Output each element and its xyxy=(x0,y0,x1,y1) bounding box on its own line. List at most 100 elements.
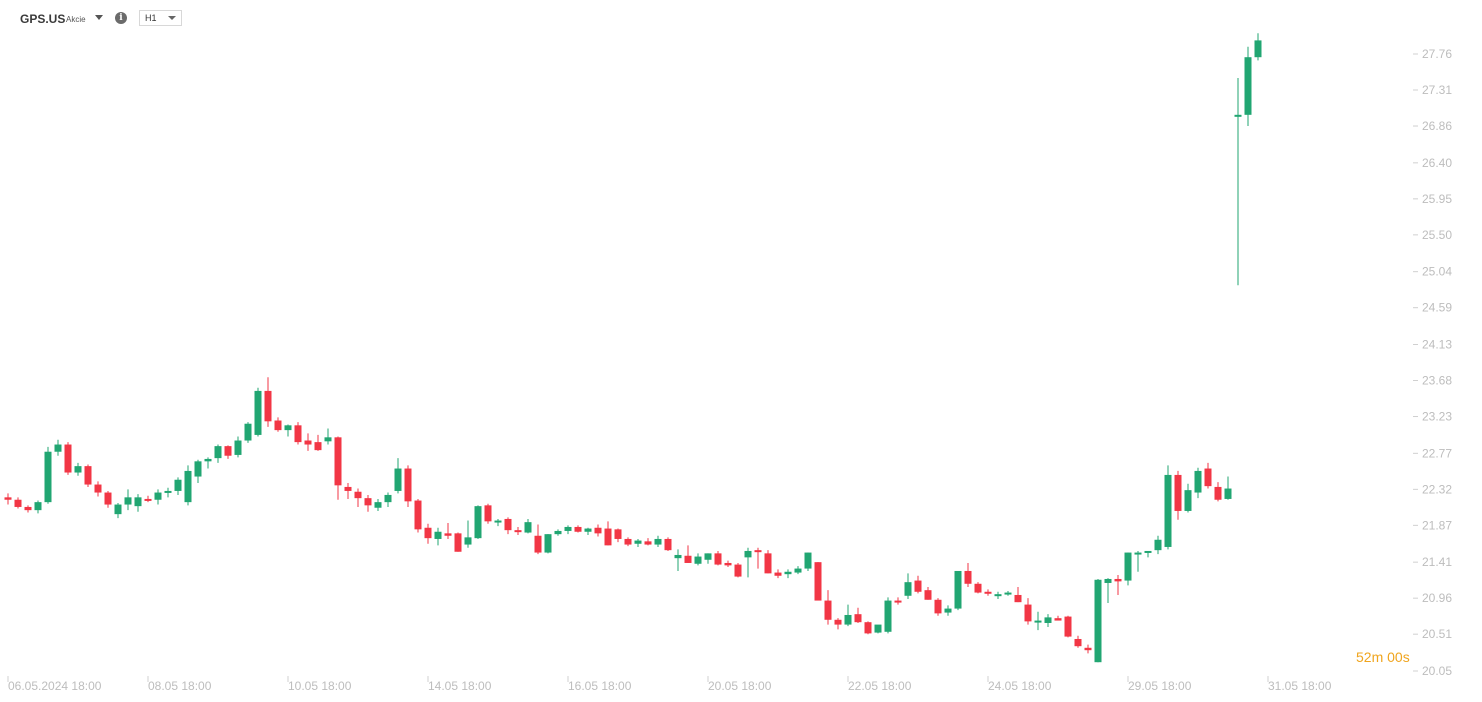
candle[interactable] xyxy=(554,529,562,536)
candle[interactable] xyxy=(1254,33,1262,61)
candle[interactable] xyxy=(654,535,662,547)
candle[interactable] xyxy=(1024,598,1032,625)
candle[interactable] xyxy=(354,488,362,507)
candle[interactable] xyxy=(684,545,692,563)
candle[interactable] xyxy=(814,562,822,601)
candle[interactable] xyxy=(84,464,92,487)
candle[interactable] xyxy=(534,524,542,555)
candle[interactable] xyxy=(944,605,952,616)
candle[interactable] xyxy=(994,591,1002,599)
candle[interactable] xyxy=(734,562,742,578)
candle[interactable] xyxy=(784,569,792,579)
candle[interactable] xyxy=(484,503,492,524)
candle[interactable] xyxy=(924,586,932,600)
candle[interactable] xyxy=(274,417,282,432)
candle[interactable] xyxy=(374,498,382,511)
candle[interactable] xyxy=(984,589,992,596)
candle[interactable] xyxy=(434,527,442,546)
candle[interactable] xyxy=(804,552,812,571)
candle[interactable] xyxy=(704,553,712,564)
candle[interactable] xyxy=(1214,482,1222,502)
candle[interactable] xyxy=(744,547,752,578)
candle[interactable] xyxy=(694,553,702,566)
candle[interactable] xyxy=(934,598,942,616)
candle[interactable] xyxy=(1034,611,1042,631)
candle[interactable] xyxy=(894,597,902,605)
candle[interactable] xyxy=(964,562,972,587)
candle[interactable] xyxy=(224,445,232,459)
candle[interactable] xyxy=(144,495,152,503)
candle[interactable] xyxy=(124,489,132,511)
candle[interactable] xyxy=(314,434,322,451)
candle[interactable] xyxy=(574,525,582,533)
candle[interactable] xyxy=(614,528,622,543)
candle[interactable] xyxy=(874,624,882,634)
candle[interactable] xyxy=(1054,615,1062,621)
candle[interactable] xyxy=(1134,550,1142,572)
candle[interactable] xyxy=(424,523,432,544)
candle[interactable] xyxy=(1114,574,1122,595)
candle[interactable] xyxy=(64,442,72,475)
candle[interactable] xyxy=(1224,476,1232,500)
candle[interactable] xyxy=(1044,614,1052,627)
candle[interactable] xyxy=(884,597,892,634)
candle[interactable] xyxy=(474,505,482,539)
candle[interactable] xyxy=(664,537,672,551)
candle[interactable] xyxy=(1064,615,1072,638)
candle[interactable] xyxy=(344,482,352,499)
candle[interactable] xyxy=(864,621,872,635)
candle[interactable] xyxy=(1094,578,1102,663)
candle[interactable] xyxy=(304,433,312,451)
candle[interactable] xyxy=(714,550,722,566)
candle[interactable] xyxy=(1124,552,1132,586)
candle[interactable] xyxy=(1144,550,1152,558)
candle[interactable] xyxy=(754,547,762,569)
candle[interactable] xyxy=(334,436,342,500)
candle[interactable] xyxy=(1014,586,1022,603)
candle[interactable] xyxy=(1174,470,1182,520)
candle[interactable] xyxy=(854,607,862,623)
candle[interactable] xyxy=(834,618,842,630)
candle[interactable] xyxy=(364,494,372,512)
candle[interactable] xyxy=(194,459,202,483)
candle[interactable] xyxy=(234,436,242,458)
chevron-down-icon[interactable] xyxy=(95,15,103,20)
candle[interactable] xyxy=(764,550,772,574)
candle[interactable] xyxy=(114,502,122,519)
candle[interactable] xyxy=(1104,578,1112,603)
candle[interactable] xyxy=(74,462,82,476)
candle[interactable] xyxy=(494,518,502,527)
candle[interactable] xyxy=(44,446,52,504)
candle[interactable] xyxy=(14,497,22,509)
candle[interactable] xyxy=(1184,483,1192,513)
candle[interactable] xyxy=(674,549,682,571)
candle[interactable] xyxy=(524,518,532,534)
candle[interactable] xyxy=(914,575,922,594)
candle[interactable] xyxy=(794,566,802,575)
candle[interactable] xyxy=(254,387,262,437)
candle[interactable] xyxy=(584,527,592,535)
candle[interactable] xyxy=(844,604,852,627)
candle[interactable] xyxy=(414,498,422,533)
candle[interactable] xyxy=(624,537,632,547)
candle[interactable] xyxy=(1084,644,1092,654)
candle[interactable] xyxy=(464,520,472,548)
candle[interactable] xyxy=(1204,462,1212,489)
candle[interactable] xyxy=(384,492,392,507)
candle[interactable] xyxy=(1194,467,1202,499)
candle[interactable] xyxy=(1244,46,1252,127)
candle[interactable] xyxy=(104,490,112,508)
candle[interactable] xyxy=(724,560,732,567)
candle[interactable] xyxy=(244,422,252,443)
info-icon[interactable]: i xyxy=(115,12,127,24)
candle[interactable] xyxy=(164,487,172,498)
candle[interactable] xyxy=(454,532,462,552)
candle[interactable] xyxy=(634,538,642,547)
candle[interactable] xyxy=(324,428,332,445)
candle[interactable] xyxy=(544,534,552,554)
candle[interactable] xyxy=(394,458,402,494)
candle[interactable] xyxy=(594,524,602,537)
candle[interactable] xyxy=(184,465,192,506)
candle[interactable] xyxy=(204,457,212,469)
symbol-label[interactable]: GPS.US xyxy=(20,12,66,26)
